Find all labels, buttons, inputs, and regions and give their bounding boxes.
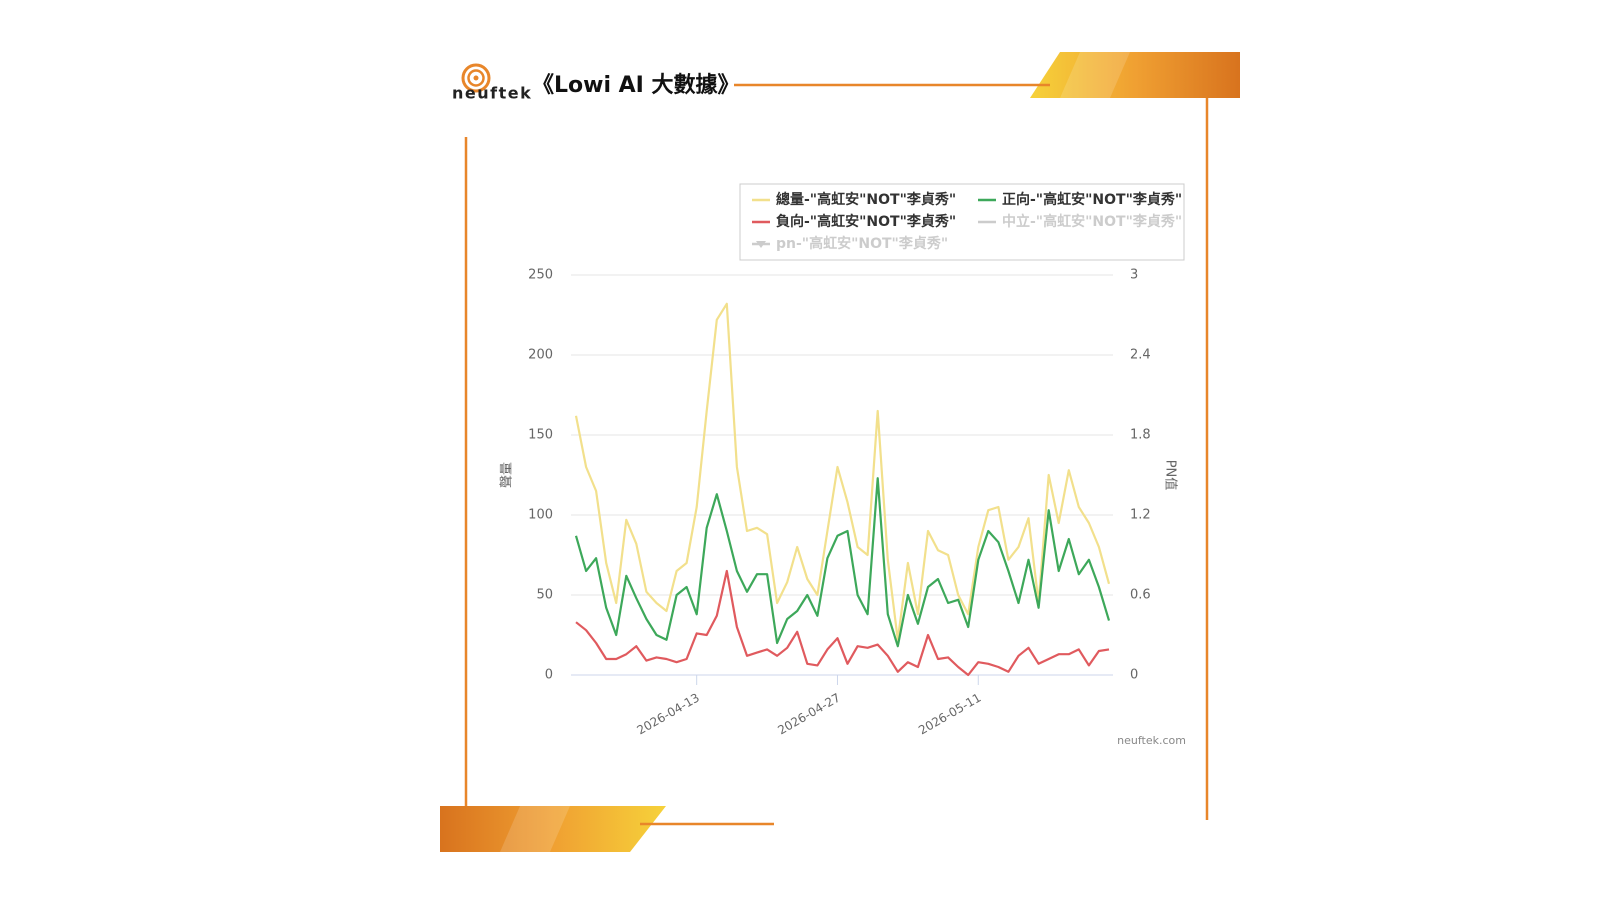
legend-marker [756, 241, 766, 248]
y2-tick-label: 0.6 [1130, 588, 1151, 603]
series-line [575, 569, 1110, 677]
y-tick-label: 0 [545, 668, 553, 683]
logo-text: neuftek [452, 84, 532, 103]
x-tick-label: 2026-05-11 [916, 691, 983, 738]
y2-tick-label: 3 [1130, 268, 1138, 283]
y-tick-label: 50 [536, 588, 553, 603]
legend-label: 總量-"高虹安"NOT"李貞秀" [776, 191, 956, 208]
series-line [574, 302, 1111, 641]
legend-label: 正向-"高虹安"NOT"李貞秀" [1002, 191, 1182, 208]
legend-label: 中立-"高虹安"NOT"李貞秀" [1002, 213, 1182, 230]
y2-tick-label: 2.4 [1130, 348, 1151, 363]
deco-facet [1060, 52, 1130, 98]
legend-box [739, 183, 1185, 261]
y-tick-label: 150 [528, 428, 553, 443]
deco-bottom [440, 806, 666, 852]
page-title: 《Lowi AI 大數據》 [532, 73, 740, 98]
deco-top [1030, 52, 1240, 98]
x-tick-label: 2026-04-27 [775, 691, 842, 738]
y-tick-label: 200 [528, 348, 553, 363]
y2-tick-label: 1.8 [1130, 428, 1151, 443]
legend-label: pn-"高虹安"NOT"李貞秀" [776, 235, 948, 252]
deco-facet [500, 806, 570, 852]
y2-axis-label: PN值 [1163, 460, 1179, 491]
legend-label: 負向-"高虹安"NOT"李貞秀" [776, 213, 956, 230]
y-tick-label: 100 [528, 508, 553, 523]
x-tick-label: 2026-04-13 [635, 691, 702, 738]
series-line [574, 477, 1111, 648]
y2-tick-label: 0 [1130, 668, 1138, 683]
y-tick-label: 250 [528, 268, 553, 283]
logo [461, 63, 491, 93]
credit: neuftek.com [1117, 734, 1186, 747]
y2-tick-label: 1.2 [1130, 508, 1151, 523]
y-axis-label: 聲量 [499, 462, 515, 488]
